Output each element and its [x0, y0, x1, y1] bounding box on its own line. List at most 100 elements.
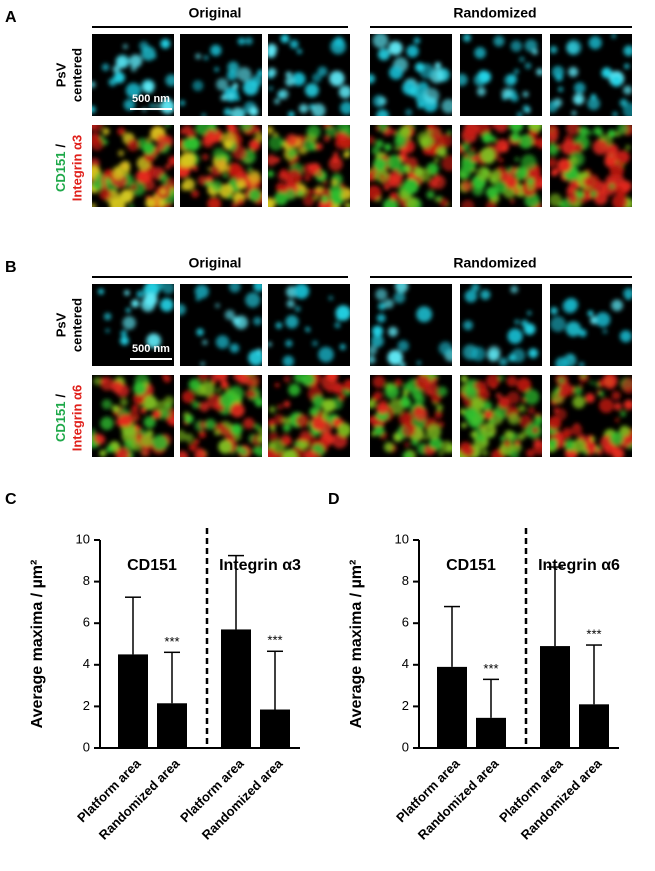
- bar: [260, 709, 290, 748]
- signal-spot: [507, 328, 523, 344]
- signal-spot: [370, 345, 378, 356]
- signal-spot: [160, 99, 174, 114]
- signal-spot: [268, 125, 274, 135]
- signal-spot: [224, 309, 235, 321]
- signal-spot: [338, 393, 345, 401]
- signal-spot: [399, 362, 406, 366]
- micrograph-signal: [180, 284, 262, 366]
- signal-spot: [387, 326, 398, 337]
- signal-spot: [232, 145, 247, 161]
- signal-spot: [100, 377, 114, 391]
- signal-spot: [256, 69, 262, 77]
- signal-spot: [147, 284, 164, 292]
- signal-spot: [296, 414, 310, 428]
- signal-spot: [180, 129, 186, 135]
- bar: [157, 703, 187, 748]
- signal-spot: [282, 355, 294, 366]
- signal-spot: [99, 188, 112, 201]
- signal-spot: [198, 430, 207, 439]
- micrograph: [92, 34, 174, 116]
- signal-spot: [481, 449, 489, 457]
- signal-spot: [282, 423, 291, 432]
- signal-spot: [257, 427, 262, 436]
- signal-spot: [268, 154, 277, 166]
- signal-spot: [332, 382, 344, 394]
- signal-spot: [613, 402, 622, 411]
- signal-spot: [464, 289, 478, 303]
- scale-bar-label: 500 nm: [132, 343, 170, 355]
- significance-label: ***: [586, 626, 601, 641]
- signal-spot: [159, 188, 167, 195]
- signal-spot: [149, 103, 155, 109]
- signal-spot: [285, 133, 299, 147]
- signal-spot: [489, 173, 500, 185]
- signal-spot: [524, 62, 532, 70]
- signal-spot: [441, 155, 452, 172]
- signal-spot: [515, 166, 529, 180]
- signal-spot: [503, 440, 511, 448]
- signal-spot: [408, 86, 420, 98]
- signal-spot: [339, 343, 346, 351]
- signal-spot: [405, 108, 413, 116]
- signal-spot: [288, 111, 295, 116]
- signal-spot: [275, 157, 280, 163]
- signal-spot: [248, 139, 261, 151]
- signal-spot: [252, 447, 260, 454]
- signal-spot: [426, 125, 435, 131]
- signal-spot: [510, 199, 515, 204]
- signal-spot: [237, 375, 249, 384]
- signal-spot: [437, 386, 448, 397]
- signal-spot: [426, 424, 442, 440]
- signal-spot: [464, 126, 477, 138]
- signal-spot: [277, 403, 284, 410]
- signal-spot: [328, 184, 343, 199]
- signal-spot: [285, 71, 293, 78]
- signal-spot: [510, 285, 519, 294]
- micrograph: [268, 34, 350, 116]
- micrograph: [180, 375, 262, 457]
- signal-spot: [161, 409, 171, 419]
- micrograph-signal: [92, 375, 174, 457]
- signal-spot: [526, 448, 536, 457]
- signal-spot: [531, 49, 538, 55]
- signal-spot: [516, 377, 532, 393]
- signal-spot: [117, 127, 126, 136]
- signal-spot: [248, 188, 262, 202]
- signal-spot: [447, 130, 452, 135]
- signal-spot: [275, 182, 287, 193]
- significance-label: ***: [164, 634, 179, 649]
- signal-spot: [317, 172, 323, 178]
- row-label-red: Integrin α6: [69, 385, 84, 452]
- signal-spot: [461, 199, 475, 207]
- signal-spot: [126, 138, 140, 152]
- signal-spot: [92, 203, 97, 207]
- signal-spot: [298, 439, 309, 450]
- micrograph-signal: [268, 284, 350, 366]
- signal-spot: [528, 348, 539, 359]
- signal-spot: [188, 378, 201, 391]
- signal-spot: [103, 312, 112, 321]
- signal-spot: [206, 175, 214, 183]
- signal-spot: [598, 391, 605, 397]
- signal-spot: [321, 398, 336, 413]
- signal-spot: [372, 34, 389, 49]
- signal-spot: [197, 175, 208, 186]
- signal-spot: [495, 392, 502, 399]
- signal-spot: [568, 195, 577, 205]
- signal-spot: [328, 295, 334, 301]
- signal-spot: [471, 396, 485, 411]
- signal-spot: [391, 129, 397, 135]
- signal-spot: [180, 303, 186, 316]
- signal-spot: [375, 139, 384, 149]
- signal-spot: [180, 429, 187, 442]
- signal-spot: [389, 65, 404, 80]
- signal-spot: [463, 407, 478, 422]
- signal-spot: [619, 330, 632, 343]
- signal-spot: [480, 147, 496, 163]
- signal-spot: [566, 387, 575, 396]
- signal-spot: [92, 105, 96, 114]
- signal-spot: [273, 414, 285, 425]
- signal-spot: [431, 169, 437, 175]
- signal-spot: [566, 39, 582, 56]
- signal-spot: [463, 153, 470, 159]
